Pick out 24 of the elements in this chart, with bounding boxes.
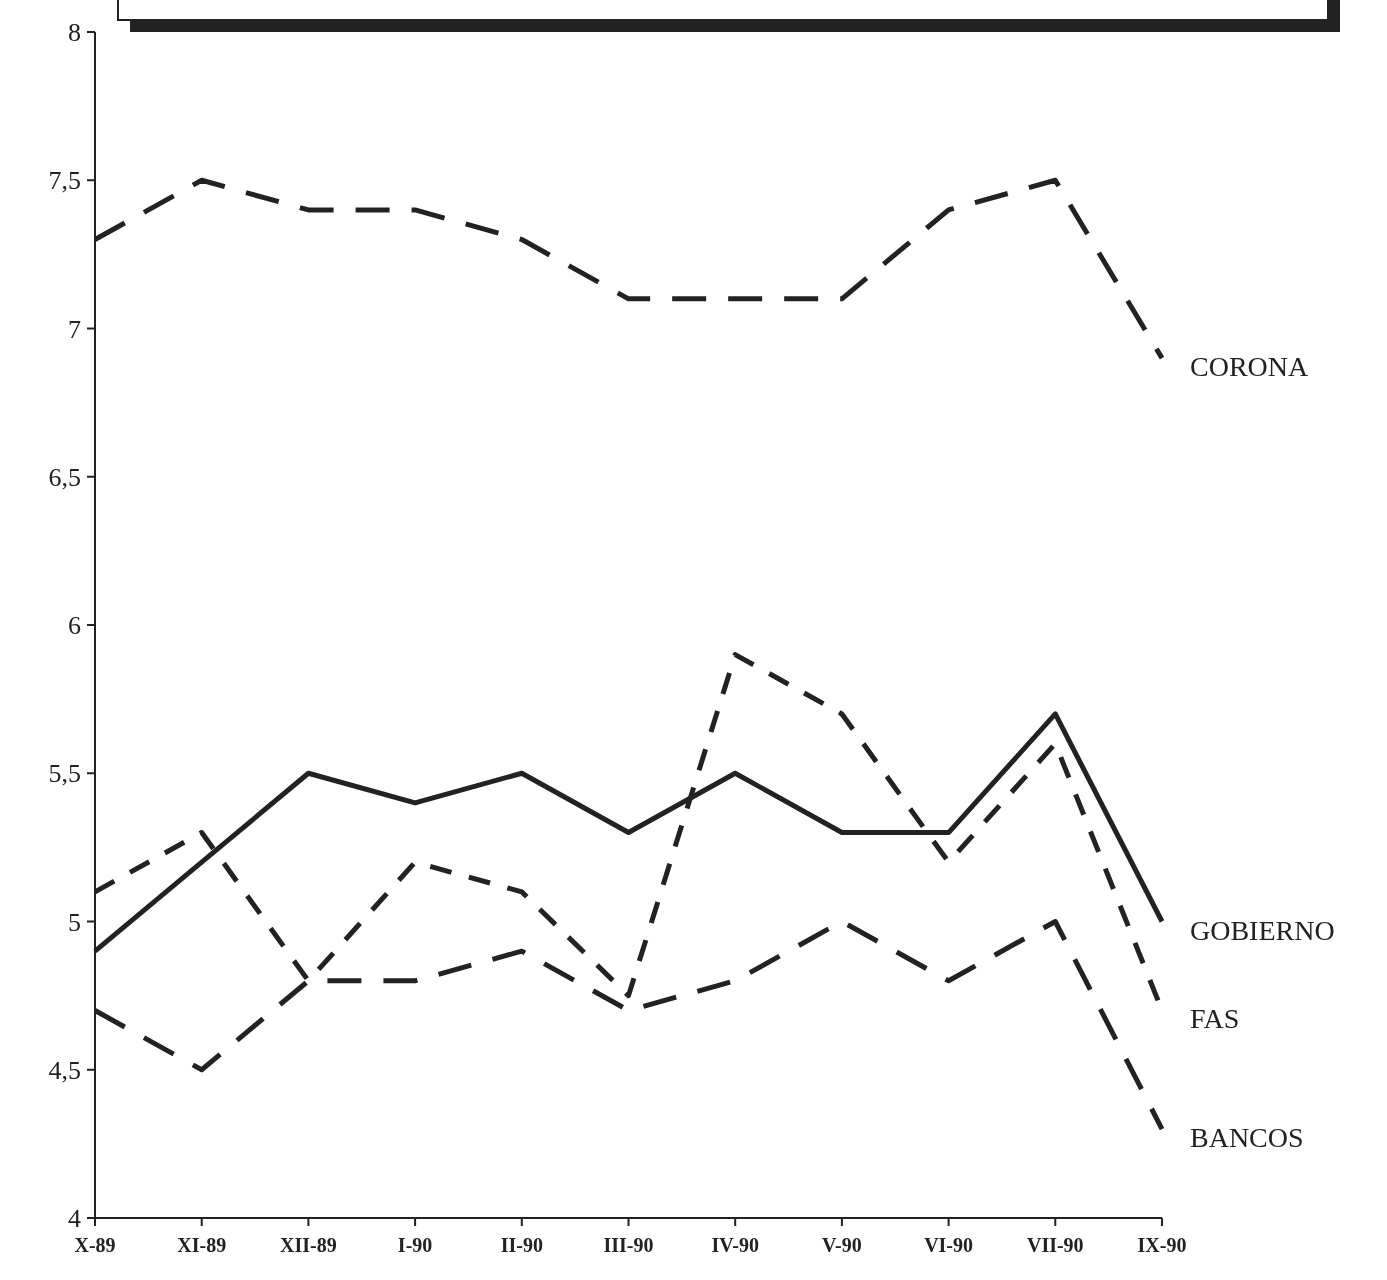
y-tick-label: 4	[68, 1204, 81, 1234]
y-tick-label: 6,5	[48, 462, 81, 492]
x-tick-label: VI-90	[924, 1234, 974, 1256]
x-tick-label: VII-90	[1026, 1234, 1084, 1256]
y-tick-label: 5	[68, 907, 81, 937]
y-tick-label: 6	[68, 611, 81, 641]
x-tick-label: III-90	[603, 1234, 654, 1256]
x-tick-label: II-90	[500, 1234, 543, 1256]
x-tick-label: IX-90	[1137, 1234, 1187, 1256]
x-tick-label: IV-90	[711, 1234, 759, 1256]
y-tick-label: 7	[68, 314, 81, 344]
y-tick-label: 7,5	[48, 166, 81, 196]
series-label: FAS	[1190, 1003, 1240, 1035]
y-tick-label: 8	[68, 18, 81, 48]
series-label: GOBIERNO	[1190, 914, 1335, 946]
y-tick-label: 5,5	[48, 759, 81, 789]
y-tick-label: 4,5	[48, 1055, 81, 1085]
x-tick-label: X-89	[74, 1234, 116, 1256]
x-tick-label: XII-89	[280, 1234, 337, 1256]
x-tick-label: XI-89	[177, 1234, 227, 1256]
series-label: BANCOS	[1190, 1122, 1304, 1154]
x-tick-label: I-90	[397, 1234, 433, 1256]
x-tick-label: V-90	[822, 1234, 862, 1256]
series-label: CORONA	[1190, 351, 1310, 383]
